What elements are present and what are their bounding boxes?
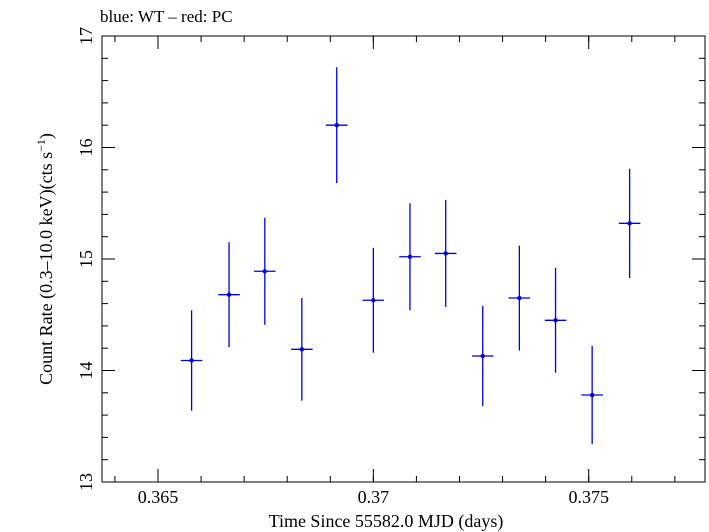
y-tick-label: 16 bbox=[76, 139, 96, 157]
y-tick-label: 13 bbox=[76, 473, 96, 491]
data-marker bbox=[407, 254, 413, 259]
data-point bbox=[434, 199, 457, 307]
x-tick-label: 0.365 bbox=[138, 487, 179, 507]
data-marker bbox=[627, 221, 632, 226]
data-marker bbox=[299, 347, 305, 352]
data-point bbox=[618, 168, 641, 278]
y-axis-label-exponent: −1 bbox=[34, 139, 48, 152]
data-point bbox=[291, 298, 313, 401]
x-tick-label: 0.375 bbox=[568, 487, 609, 507]
y-axis-label: Count Rate (0.3–10.0 keV)(cts s−1) bbox=[34, 133, 57, 385]
data-point bbox=[471, 305, 494, 407]
data-marks bbox=[180, 67, 641, 445]
y-axis-label-main: Count Rate (0.3–10.0 keV)(cts s bbox=[36, 152, 57, 385]
data-point bbox=[254, 217, 276, 325]
axis-tick-labels: 0.365 0.37 0.375 13 14 15 16 17 bbox=[76, 27, 609, 507]
data-marker bbox=[443, 251, 448, 256]
data-marker bbox=[334, 123, 339, 128]
data-marker bbox=[517, 295, 522, 301]
y-tick-label: 17 bbox=[76, 27, 96, 45]
plot-frame bbox=[101, 35, 706, 483]
data-point bbox=[581, 345, 603, 445]
data-marker bbox=[189, 358, 194, 363]
data-point bbox=[399, 203, 421, 311]
x-tick-label: 0.37 bbox=[358, 487, 390, 507]
y-axis-label-close: ) bbox=[36, 133, 57, 139]
x-axis-label: Time Since 55582.0 MJD (days) bbox=[269, 511, 504, 532]
data-marker bbox=[589, 392, 595, 398]
data-point bbox=[544, 267, 567, 373]
data-point bbox=[325, 67, 348, 184]
data-marker bbox=[262, 269, 268, 274]
data-marker bbox=[553, 318, 558, 323]
y-tick-label: 15 bbox=[76, 250, 96, 268]
axis-ticks bbox=[102, 35, 705, 483]
data-point bbox=[362, 247, 385, 353]
y-tick-label: 14 bbox=[76, 362, 96, 380]
data-point bbox=[218, 242, 240, 348]
data-marker bbox=[480, 353, 485, 359]
data-point bbox=[180, 310, 203, 411]
data-marker bbox=[226, 292, 232, 297]
data-point bbox=[508, 245, 531, 351]
chart-title: blue: WT – red: PC bbox=[100, 7, 233, 26]
data-marker bbox=[371, 298, 376, 303]
